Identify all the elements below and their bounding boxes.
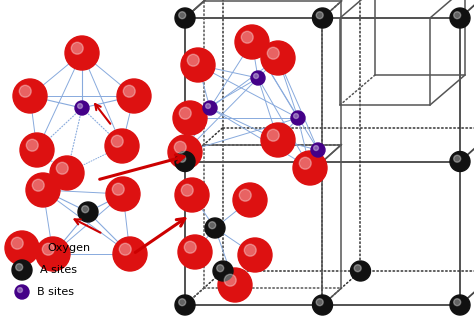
Circle shape: [56, 162, 68, 174]
Circle shape: [18, 287, 22, 293]
Circle shape: [450, 151, 470, 171]
Circle shape: [261, 123, 295, 157]
Circle shape: [175, 178, 209, 212]
Circle shape: [71, 42, 83, 54]
Circle shape: [350, 261, 371, 281]
Circle shape: [175, 295, 195, 315]
Circle shape: [187, 54, 199, 66]
Circle shape: [354, 265, 361, 272]
Circle shape: [299, 157, 311, 169]
Circle shape: [105, 129, 139, 163]
Circle shape: [179, 155, 186, 162]
Circle shape: [112, 183, 124, 195]
Circle shape: [12, 260, 32, 280]
Circle shape: [168, 135, 202, 169]
Circle shape: [254, 73, 258, 79]
Circle shape: [316, 12, 323, 19]
Circle shape: [178, 235, 212, 269]
Circle shape: [291, 111, 305, 125]
Circle shape: [233, 183, 267, 217]
Circle shape: [450, 8, 470, 28]
Circle shape: [11, 237, 23, 249]
Circle shape: [238, 238, 272, 272]
Text: B sites: B sites: [37, 287, 74, 297]
Circle shape: [106, 177, 140, 211]
Circle shape: [251, 71, 265, 85]
Circle shape: [184, 241, 196, 253]
Circle shape: [244, 244, 256, 256]
Circle shape: [50, 156, 84, 190]
Circle shape: [293, 151, 327, 185]
Circle shape: [217, 265, 224, 272]
Circle shape: [312, 8, 332, 28]
Text: A sites: A sites: [40, 265, 77, 275]
Circle shape: [78, 104, 82, 108]
Circle shape: [175, 8, 195, 28]
Circle shape: [173, 101, 207, 135]
Circle shape: [454, 299, 461, 306]
Circle shape: [261, 41, 295, 75]
Circle shape: [15, 285, 29, 299]
Circle shape: [213, 261, 233, 281]
Circle shape: [179, 299, 186, 306]
Circle shape: [450, 295, 470, 315]
Circle shape: [13, 79, 47, 113]
Circle shape: [19, 85, 31, 97]
Circle shape: [293, 114, 299, 119]
Circle shape: [241, 31, 253, 43]
Circle shape: [312, 295, 332, 315]
Circle shape: [179, 12, 186, 19]
Circle shape: [26, 139, 38, 151]
Circle shape: [5, 231, 39, 265]
Circle shape: [20, 133, 54, 167]
Circle shape: [314, 146, 319, 150]
Circle shape: [181, 48, 215, 82]
Circle shape: [267, 129, 279, 141]
Circle shape: [454, 155, 461, 162]
Circle shape: [65, 36, 99, 70]
Circle shape: [42, 243, 54, 255]
Circle shape: [218, 268, 252, 302]
Circle shape: [123, 85, 135, 97]
Circle shape: [239, 189, 251, 201]
Circle shape: [316, 299, 323, 306]
Circle shape: [209, 222, 216, 229]
Circle shape: [36, 237, 70, 271]
Text: Oxygen: Oxygen: [47, 243, 90, 253]
Circle shape: [175, 151, 195, 171]
Circle shape: [224, 274, 236, 286]
Circle shape: [174, 141, 186, 153]
Circle shape: [117, 79, 151, 113]
Circle shape: [454, 12, 461, 19]
Circle shape: [311, 143, 325, 157]
Circle shape: [205, 218, 225, 238]
Circle shape: [179, 107, 191, 119]
Circle shape: [75, 101, 89, 115]
Circle shape: [26, 173, 60, 207]
Circle shape: [206, 104, 210, 108]
Circle shape: [78, 202, 98, 222]
Circle shape: [111, 135, 123, 147]
Circle shape: [82, 206, 89, 213]
Circle shape: [32, 179, 44, 191]
Circle shape: [235, 25, 269, 59]
Circle shape: [119, 243, 131, 255]
Circle shape: [181, 184, 193, 196]
Circle shape: [203, 101, 217, 115]
Circle shape: [16, 264, 23, 271]
Circle shape: [113, 237, 147, 271]
Circle shape: [267, 47, 279, 59]
